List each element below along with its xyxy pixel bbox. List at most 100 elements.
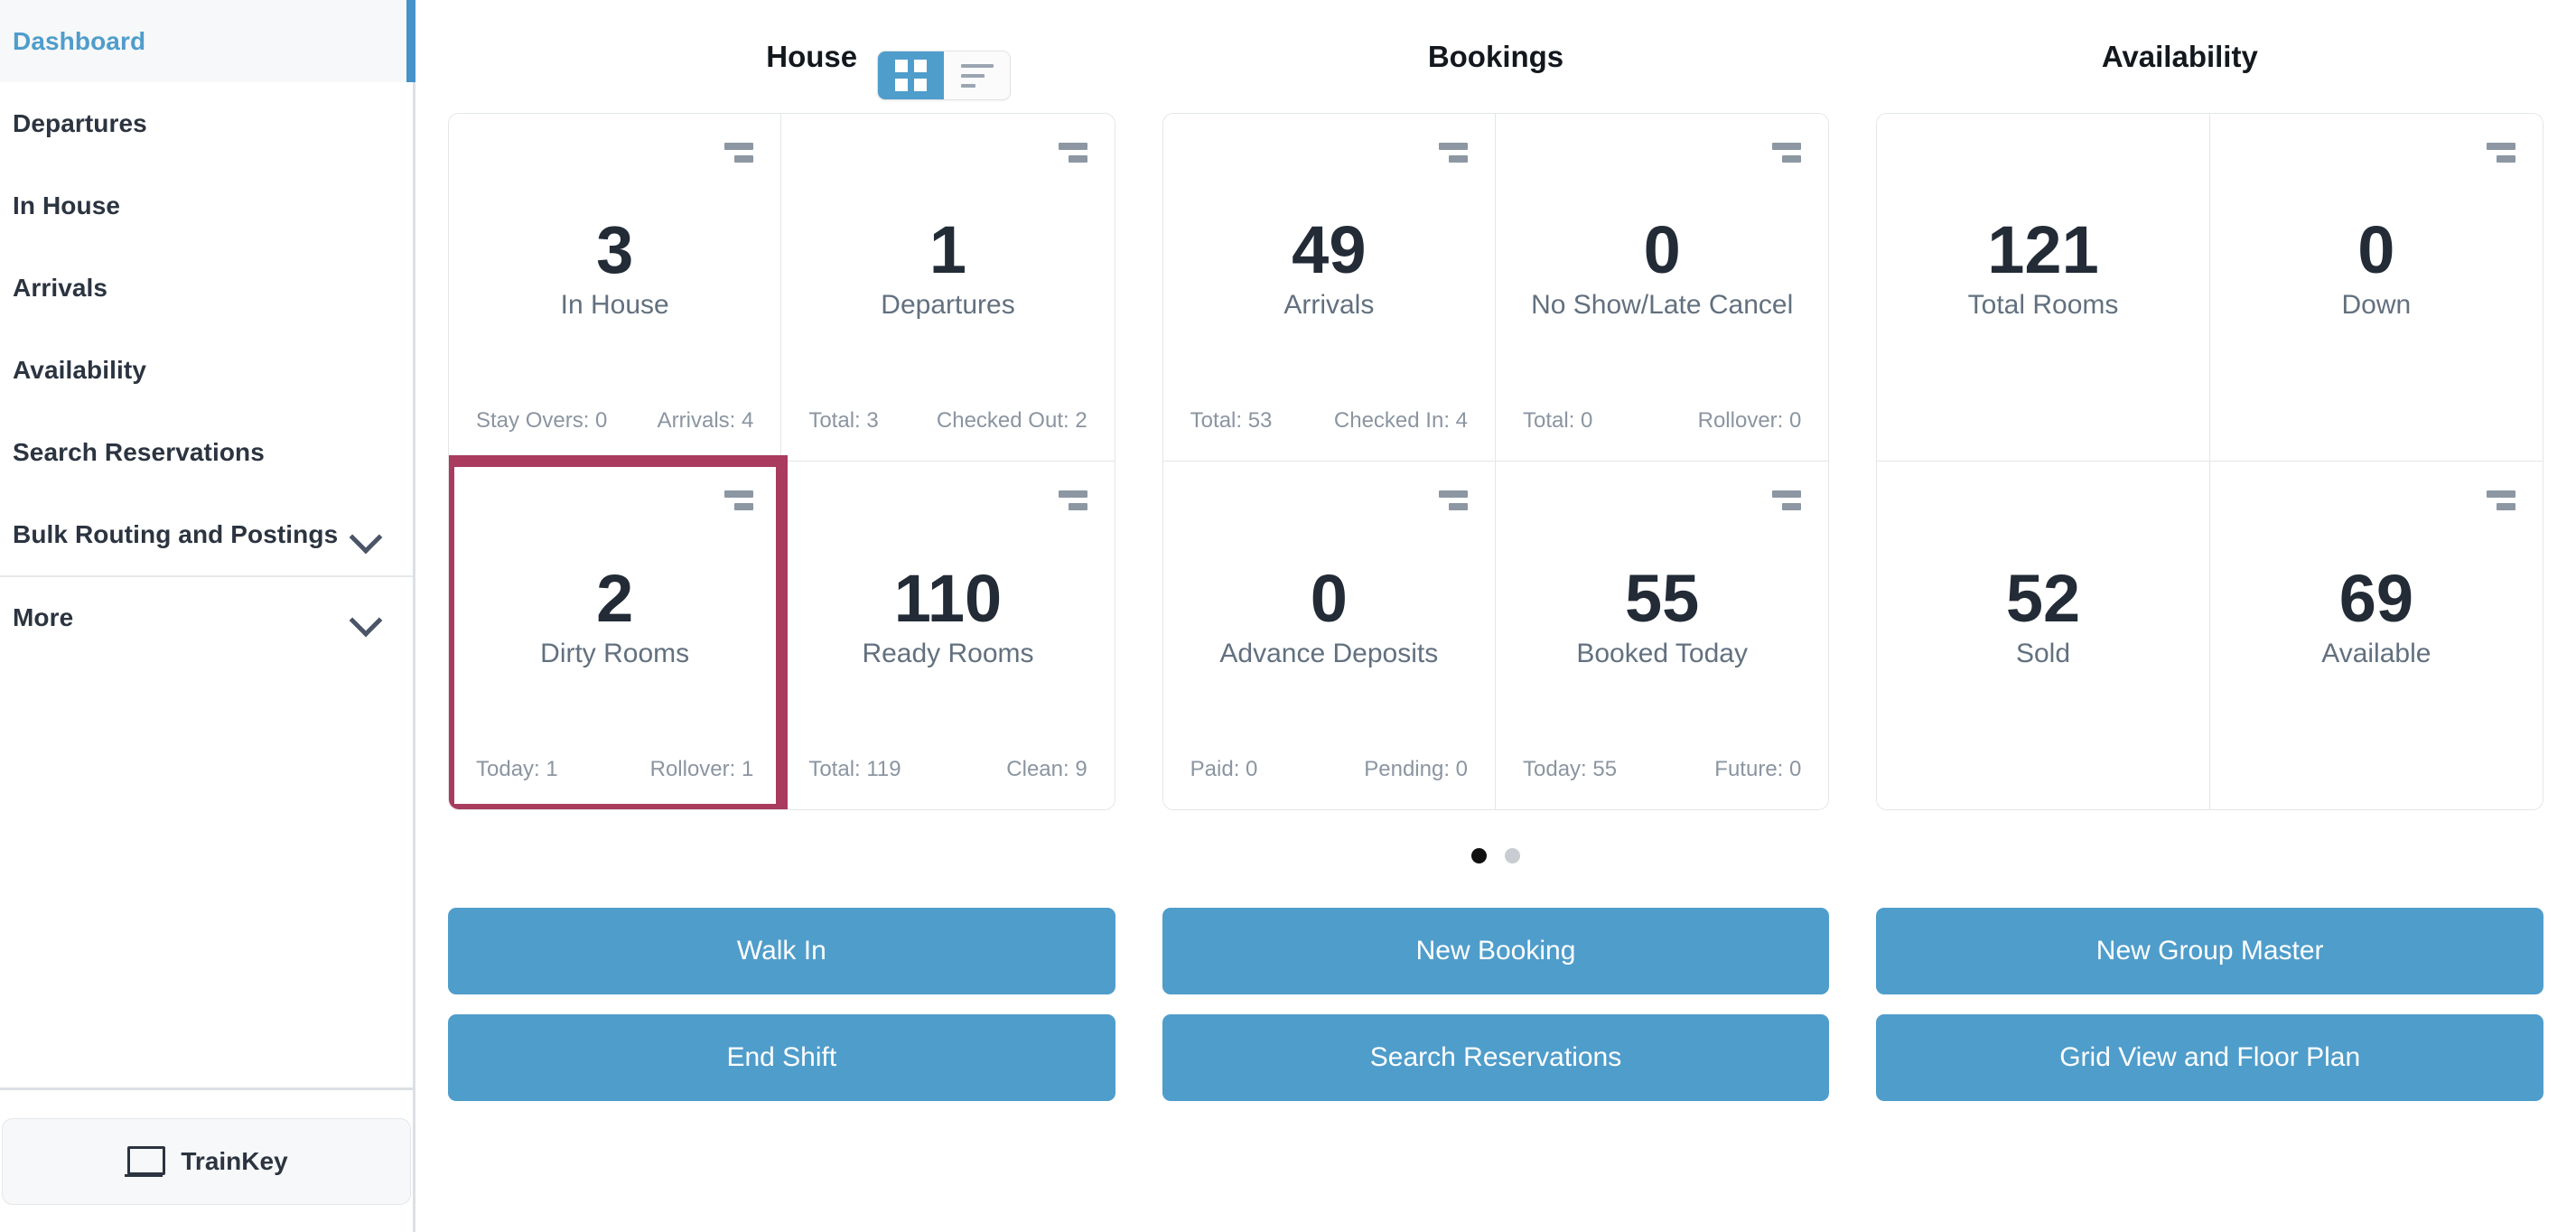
sidebar-nav-list: Dashboard Departures In House Arrivals Avail… (0, 0, 415, 658)
action-button-new-booking[interactable]: New Booking (1162, 908, 1830, 994)
grid-view-toggle-button[interactable] (878, 51, 944, 99)
kpi-card-booked-today[interactable]: 55 Booked Today Today: 55 Future: 0 (1496, 462, 1829, 809)
sidebar-item-label: Dashboard (13, 26, 146, 55)
sidebar-item-dashboard[interactable]: Dashboard (0, 0, 415, 82)
kpi-card-in-house[interactable]: 3 In House Stay Overs: 0 Arrivals: 4 (449, 114, 782, 462)
kpi-footer-right: Pending: 0 (1364, 757, 1468, 781)
kpi-value: 110 (893, 560, 1003, 636)
kpi-card-no-show-late-cancel[interactable]: 0 No Show/Late Cancel Total: 0 Rollover: 0 (1496, 114, 1829, 462)
grid-icon (895, 60, 927, 91)
kpi-footer-left: Today: 1 (476, 757, 558, 781)
chevron-down-icon[interactable] (350, 602, 380, 633)
sidebar-item-in-house[interactable]: In House (0, 164, 413, 247)
sidebar-item-more[interactable]: More (0, 575, 413, 658)
action-buttons-row: Walk In End Shift New Booking Search Reserv… (415, 908, 2576, 1101)
sidebar-item-availability[interactable]: Availability (0, 329, 413, 411)
sidebar-item-label: Departures (13, 108, 147, 137)
column-title-house: House (766, 39, 858, 73)
kpi-footer-right: Checked Out: 2 (936, 408, 1087, 433)
kpi-footer-right: Rollover: 1 (649, 757, 754, 781)
kpi-value: 0 (1643, 212, 1681, 287)
sidebar-item-label: Availability (13, 355, 146, 384)
kpi-value: 0 (1310, 560, 1348, 636)
kpi-value: 52 (2005, 560, 2081, 636)
sidebar-item-departures[interactable]: Departures (0, 82, 413, 164)
card-menu-icon[interactable] (1772, 143, 1802, 163)
sidebar-item-bulk-routing-and-postings[interactable]: Bulk Routing and Postings (0, 493, 413, 575)
sidebar-item-label: Arrivals (13, 273, 108, 302)
card-menu-icon[interactable] (2487, 490, 2516, 510)
kpi-card-footer: Today: 55 Future: 0 (1523, 755, 1801, 782)
kpi-card-available[interactable]: 69 Available (2209, 462, 2543, 809)
column-headers-row: House Bookings Availability (415, 0, 2576, 113)
carousel-pagination[interactable] (415, 848, 2576, 868)
list-view-toggle-button[interactable] (944, 51, 1010, 99)
kpi-card-grid: 49 Arrivals Total: 53 Checked In: 4 0 No Show… (1162, 113, 1830, 810)
kpi-card-ready-rooms[interactable]: 110 Ready Rooms Total: 119 Clean: 9 (781, 462, 1115, 809)
kpi-card-body: 2 Dirty Rooms (476, 487, 753, 755)
kpi-footer-left: Stay Overs: 0 (476, 408, 608, 433)
card-menu-icon[interactable] (1772, 490, 1802, 510)
kpi-card-arrivals[interactable]: 49 Arrivals Total: 53 Checked In: 4 (1162, 114, 1496, 462)
kpi-footer-right: Rollover: 0 (1697, 408, 1802, 433)
kpi-card-footer: Paid: 0 Pending: 0 (1190, 755, 1468, 782)
trainkey-button[interactable]: TrainKey (2, 1117, 411, 1205)
action-button-grid-view-and-floor-plan[interactable]: Grid View and Floor Plan (1876, 1014, 2544, 1101)
kpi-value: 1 (929, 212, 967, 287)
kpi-card-body: 69 Available (2237, 487, 2515, 755)
kpi-card-body: 0 Advance Deposits (1190, 487, 1468, 755)
card-menu-icon[interactable] (724, 490, 754, 510)
kpi-label: Total Rooms (1967, 290, 2119, 320)
card-menu-icon[interactable] (2487, 143, 2516, 163)
pagination-dot[interactable] (1505, 848, 1520, 863)
kpi-label: In House (560, 290, 669, 320)
kpi-footer-left: Total: 0 (1523, 408, 1593, 433)
pagination-dot[interactable] (1471, 848, 1487, 863)
kpi-column-house: 3 In House Stay Overs: 0 Arrivals: 4 1 Depart… (448, 113, 1115, 810)
sidebar-spacer (0, 658, 413, 1087)
kpi-card-advance-deposits[interactable]: 0 Advance Deposits Paid: 0 Pending: 0 (1162, 462, 1496, 809)
kpi-card-footer: Stay Overs: 0 Arrivals: 4 (476, 406, 753, 434)
kpi-card-total-rooms[interactable]: 121 Total Rooms (1877, 114, 2210, 462)
sidebar-item-arrivals[interactable]: Arrivals (0, 247, 413, 329)
action-button-walk-in[interactable]: Walk In (448, 908, 1115, 994)
card-menu-icon[interactable] (724, 143, 754, 163)
action-button-search-reservations[interactable]: Search Reservations (1162, 1014, 1830, 1101)
card-menu-icon[interactable] (1439, 143, 1468, 163)
kpi-value: 55 (1625, 560, 1700, 636)
card-menu-icon[interactable] (1058, 143, 1087, 163)
kpi-card-footer: Total: 53 Checked In: 4 (1190, 406, 1468, 434)
action-column-house: Walk In End Shift (448, 908, 1115, 1101)
sidebar-item-search-reservations[interactable]: Search Reservations (0, 411, 413, 493)
kpi-footer-left: Total: 119 (808, 757, 901, 781)
kpi-card-down[interactable]: 0 Down (2209, 114, 2543, 462)
kpi-label: Available (2321, 638, 2431, 668)
kpi-label: Arrivals (1283, 290, 1375, 320)
kpi-card-body: 3 In House (476, 139, 753, 406)
card-menu-icon[interactable] (1439, 490, 1468, 510)
action-button-new-group-master[interactable]: New Group Master (1876, 908, 2544, 994)
kpi-card-grid: 121 Total Rooms 0 Down 52 Sold 69 Available (1876, 113, 2544, 810)
action-button-end-shift[interactable]: End Shift (448, 1014, 1115, 1101)
sidebar-footer: TrainKey (0, 1087, 413, 1232)
chevron-down-icon[interactable] (350, 519, 380, 550)
kpi-footer-right: Clean: 9 (1006, 757, 1087, 781)
kpi-footer-left: Paid: 0 (1190, 757, 1258, 781)
kpi-card-body: 0 Down (2237, 139, 2515, 406)
kpi-card-dirty-rooms[interactable]: 2 Dirty Rooms Today: 1 Rollover: 1 (448, 455, 789, 809)
trainkey-label: TrainKey (181, 1146, 288, 1175)
view-toggle-group[interactable] (877, 51, 1011, 100)
kpi-card-body: 121 Total Rooms (1904, 139, 2181, 406)
kpi-card-departures[interactable]: 1 Departures Total: 3 Checked Out: 2 (781, 114, 1115, 462)
kpi-label: No Show/Late Cancel (1531, 290, 1794, 320)
kpi-card-footer (1904, 406, 2181, 434)
kpi-footer-right: Arrivals: 4 (657, 408, 754, 433)
kpi-card-sold[interactable]: 52 Sold (1877, 462, 2210, 809)
sidebar-item-label: Search Reservations (13, 437, 265, 466)
card-menu-icon[interactable] (1058, 490, 1087, 510)
kpi-columns: 3 In House Stay Overs: 0 Arrivals: 4 1 Depart… (415, 113, 2576, 810)
kpi-value: 3 (596, 212, 634, 287)
kpi-footer-right: Checked In: 4 (1333, 408, 1468, 433)
kpi-value: 2 (596, 560, 634, 636)
kpi-card-body: 55 Booked Today (1523, 487, 1801, 755)
